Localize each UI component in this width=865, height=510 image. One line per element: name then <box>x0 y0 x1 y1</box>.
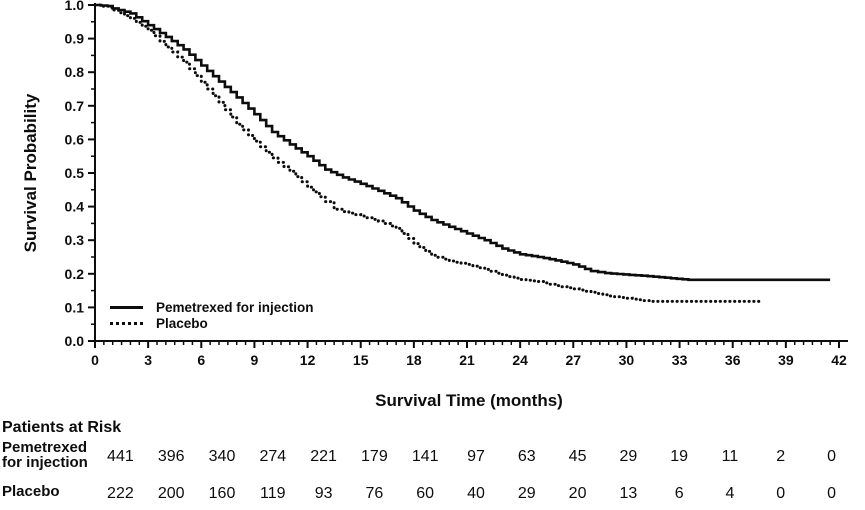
y-tick-label: 0.8 <box>65 64 85 80</box>
y-tick-label: 0.0 <box>65 333 85 349</box>
risk-count: 60 <box>416 485 435 502</box>
legend-item-placebo: Placebo <box>110 315 314 331</box>
risk-count: 40 <box>467 485 485 502</box>
x-tick-label: 27 <box>565 352 581 368</box>
x-tick-label: 0 <box>91 352 99 368</box>
y-tick-label: 0.9 <box>65 31 85 47</box>
risk-count: 2 <box>776 448 786 465</box>
x-tick-label: 42 <box>831 352 847 368</box>
x-tick-label: 39 <box>778 352 794 368</box>
risk-count: 6 <box>674 485 684 502</box>
risk-count: 29 <box>517 485 536 502</box>
risk-count: 396 <box>157 448 185 465</box>
risk-count: 29 <box>619 448 638 465</box>
x-tick-label: 30 <box>619 352 635 368</box>
pemetrexed-curve <box>95 3 831 282</box>
risk-count: 19 <box>670 448 689 465</box>
x-tick-label: 33 <box>672 352 688 368</box>
x-tick-label: 18 <box>406 352 422 368</box>
risk-count: 141 <box>411 448 439 465</box>
risk-count: 76 <box>365 485 384 502</box>
risk-count: 0 <box>776 485 786 502</box>
x-axis-title: Survival Time (months) <box>375 391 563 410</box>
y-tick-label: 0.5 <box>65 165 85 181</box>
risk-count: 20 <box>568 485 587 502</box>
risk-count: 0 <box>827 448 836 465</box>
risk-count: 0 <box>827 485 836 502</box>
x-tick-label: 21 <box>459 352 475 368</box>
legend-label-placebo: Placebo <box>156 315 208 331</box>
y-tick-label: 0.6 <box>65 131 85 147</box>
risk-count: 13 <box>619 485 638 502</box>
risk-count: 97 <box>467 448 485 465</box>
risk-counts-row-pemetrexed: 441 396 340 274 221 179 141 97 63 45 29 19 11 2 0 <box>95 448 857 466</box>
y-tick-label: 0.4 <box>65 199 85 215</box>
risk-count: 4 <box>725 485 735 502</box>
legend-item-pemetrexed: Pemetrexed for injection <box>110 299 314 315</box>
risk-count: 63 <box>517 448 536 465</box>
risk-count: 45 <box>568 448 587 465</box>
y-tick-label: 0.7 <box>65 98 85 114</box>
y-axis-title: Survival Probability <box>21 93 40 253</box>
x-tick-label: 3 <box>144 352 152 368</box>
risk-count: 119 <box>260 485 286 502</box>
risk-count: 274 <box>259 448 287 465</box>
dotted-line-sample-icon <box>110 321 143 325</box>
y-tick-label: 1.0 <box>65 0 85 13</box>
risk-row-label-placebo: Placebo <box>2 483 60 500</box>
x-tick-label: 12 <box>300 352 316 368</box>
survival-chart-canvas: 1.00.90.80.70.60.50.40.30.20.10.00 3 6 9 12 1… <box>65 0 848 368</box>
risk-row-label-pemetrexed: Pemetrexed for injection <box>2 439 88 471</box>
x-tick-label: 15 <box>353 352 369 368</box>
solid-line-sample-icon <box>110 305 143 309</box>
y-tick-label: 0.1 <box>65 299 85 315</box>
risk-count: 340 <box>208 448 236 465</box>
y-tick-label: 0.2 <box>65 266 85 282</box>
x-tick-label: 36 <box>725 352 741 368</box>
placebo-curve <box>93 3 763 303</box>
risk-count: 93 <box>314 485 333 502</box>
risk-counts-row-placebo: 222 200 160 119 93 76 60 40 29 20 13 6 4 0 0 <box>95 485 857 503</box>
risk-count: 179 <box>361 448 388 465</box>
legend-label-pemetrexed: Pemetrexed for injection <box>156 299 314 315</box>
y-tick-label: 0.3 <box>65 232 85 248</box>
x-tick-label: 6 <box>197 352 205 368</box>
risk-count: 441 <box>107 448 134 465</box>
risk-count: 200 <box>157 485 185 502</box>
x-tick-label: 9 <box>251 352 259 368</box>
legend: Pemetrexed for injection Placebo <box>110 299 314 331</box>
x-tick-label: 24 <box>512 352 528 368</box>
risk-count: 160 <box>208 485 236 502</box>
risk-count: 221 <box>310 448 337 465</box>
risk-count: 11 <box>721 448 739 465</box>
risk-table-title: Patients at Risk <box>2 419 122 436</box>
risk-count: 222 <box>107 485 134 502</box>
